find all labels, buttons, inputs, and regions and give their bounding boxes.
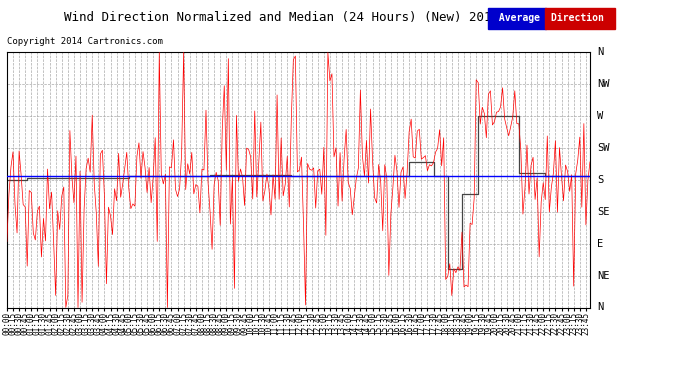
Text: Copyright 2014 Cartronics.com: Copyright 2014 Cartronics.com bbox=[7, 38, 163, 46]
Text: E: E bbox=[597, 239, 603, 249]
Text: SW: SW bbox=[597, 143, 609, 153]
Text: NE: NE bbox=[597, 271, 609, 280]
Text: S: S bbox=[597, 175, 603, 185]
Text: N: N bbox=[597, 48, 603, 57]
Text: NW: NW bbox=[597, 80, 609, 89]
Text: N: N bbox=[597, 303, 603, 312]
Text: Average: Average bbox=[493, 13, 540, 23]
Text: Wind Direction Normalized and Median (24 Hours) (New) 20140601: Wind Direction Normalized and Median (24… bbox=[64, 11, 529, 24]
Text: SE: SE bbox=[597, 207, 609, 217]
Text: Direction: Direction bbox=[551, 13, 609, 23]
Text: W: W bbox=[597, 111, 603, 121]
